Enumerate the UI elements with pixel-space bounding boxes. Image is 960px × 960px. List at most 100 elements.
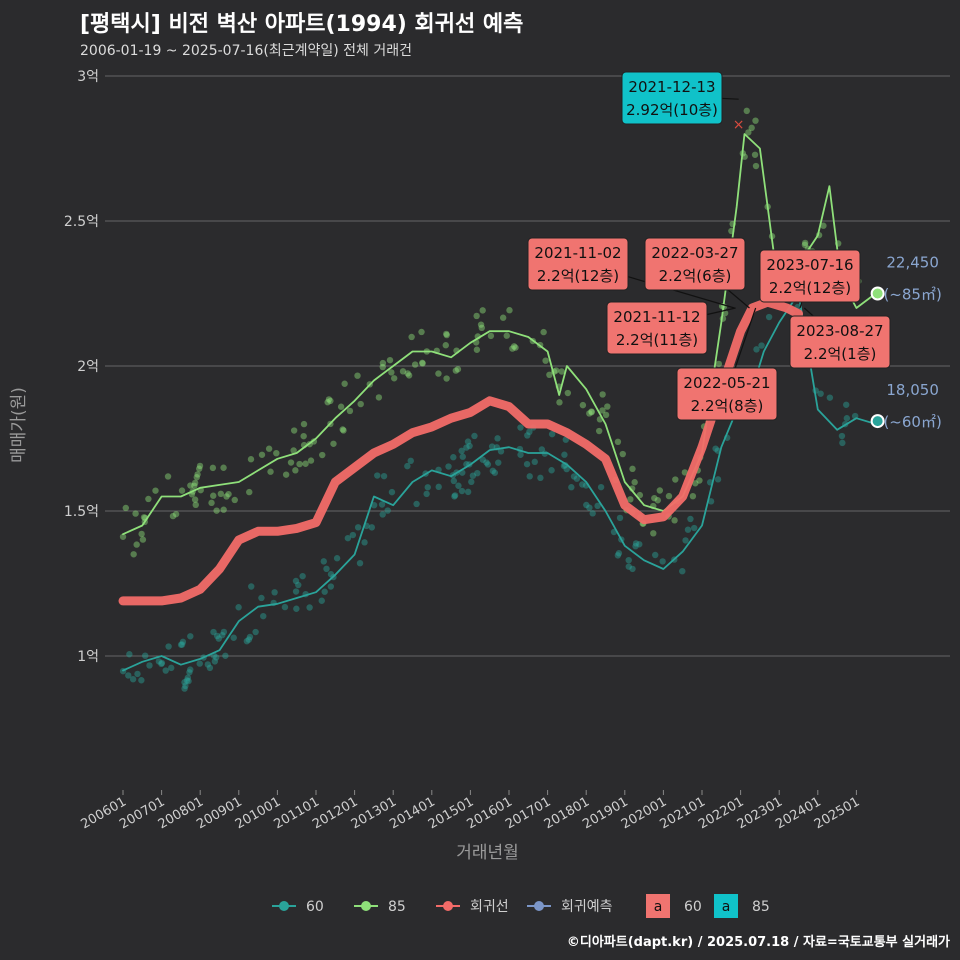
scatter-point — [217, 490, 225, 498]
scatter-point — [225, 490, 232, 498]
scatter-point — [765, 313, 773, 321]
scatter-point — [290, 427, 298, 434]
scatter-point — [208, 499, 215, 507]
scatter-point — [568, 484, 575, 491]
scatter-point — [370, 501, 378, 509]
scatter-point — [258, 594, 265, 602]
scatter-point — [599, 391, 606, 398]
scatter-point — [458, 487, 466, 495]
scatter-point — [374, 472, 381, 479]
label-box — [606, 301, 708, 355]
scatter-point — [184, 674, 192, 681]
scatter-point — [404, 462, 411, 470]
scatter-point — [650, 530, 657, 537]
legend-label-box-label_top — [714, 894, 738, 918]
scatter-point — [211, 658, 219, 665]
scatter-point — [627, 496, 634, 503]
scatter-point — [526, 428, 533, 436]
scatter-point — [246, 488, 253, 496]
label-box — [676, 367, 778, 421]
scatter-point — [636, 491, 644, 499]
scatter-point — [130, 551, 137, 558]
scatter-point — [817, 390, 824, 397]
scatter-point — [752, 117, 759, 124]
scatter-point — [602, 411, 610, 419]
scatter-point — [451, 492, 459, 499]
end-point-s85 — [870, 286, 885, 301]
scatter-point — [509, 345, 516, 352]
scatter-point — [801, 239, 809, 247]
scatter-point — [466, 442, 473, 450]
legend-marker-reg — [443, 901, 453, 911]
label-date: 2021-12-13 — [628, 78, 715, 96]
label-value: 2.2억(1층) — [804, 345, 877, 363]
end-point-s60 — [870, 414, 885, 429]
scatter-point — [651, 494, 658, 502]
scatter-point — [327, 397, 334, 405]
scatter-point — [715, 360, 723, 368]
scatter-point — [379, 363, 386, 371]
scatter-point — [540, 328, 547, 336]
legend-glyph: a — [722, 899, 731, 915]
scatter-point — [142, 652, 149, 659]
scatter-point — [162, 667, 169, 674]
scatter-point — [654, 497, 662, 504]
scatter-point — [510, 343, 518, 350]
scatter-point — [386, 356, 394, 364]
scatter-point — [194, 471, 201, 478]
scatter-point — [192, 501, 199, 509]
scatter-point — [479, 307, 486, 314]
scatter-point — [523, 460, 531, 468]
end-label-unit: (~60㎡) — [883, 413, 941, 431]
label-box — [759, 249, 861, 303]
scatter-point — [451, 493, 458, 500]
scatter-point — [215, 635, 222, 642]
scatter-point — [375, 394, 383, 401]
scatter-point — [843, 401, 850, 408]
scatter-point — [487, 332, 495, 340]
end-label-value: 18,050 — [886, 381, 939, 399]
footer-credit: ©디아파트(dapt.kr) / 2025.07.18 / 자료=국토교통부 실… — [566, 935, 950, 950]
scatter-point — [604, 403, 611, 410]
scatter-point — [187, 482, 194, 489]
scatter-point — [126, 651, 133, 658]
scatter-point — [625, 556, 632, 564]
scatter-point — [295, 581, 302, 589]
scatter-point — [243, 637, 251, 645]
scatter-point — [407, 457, 414, 465]
scatter-point — [177, 641, 185, 648]
scatter-point — [213, 507, 220, 514]
scatter-point — [169, 512, 177, 520]
label-date: 2021-11-12 — [613, 308, 700, 326]
scatter-point — [838, 432, 846, 440]
scatter-point — [210, 628, 217, 636]
scatter-point — [477, 321, 485, 328]
scatter-point — [296, 460, 303, 468]
scatter-point — [595, 427, 603, 435]
scatter-point — [463, 444, 470, 451]
scatter-point — [459, 453, 466, 460]
scatter-point — [450, 454, 457, 461]
y-tick-label: 1.5억 — [64, 504, 99, 520]
scatter-point — [172, 510, 180, 518]
scatter-point — [267, 468, 274, 475]
scatter-point — [423, 490, 430, 498]
scatter-point — [122, 504, 130, 512]
scatter-point — [588, 408, 595, 415]
end-label-unit: (~85㎡) — [883, 286, 941, 304]
scatter-point — [474, 469, 481, 477]
scatter-point — [222, 652, 229, 659]
scatter-point — [140, 514, 148, 521]
scatter-point — [292, 577, 300, 585]
scatter-point — [471, 432, 478, 440]
label-date: 2022-03-27 — [651, 244, 738, 262]
legend-label-s85: 85 — [388, 899, 406, 915]
scatter-point — [579, 481, 586, 488]
scatter-point — [333, 555, 341, 562]
legend-marker-pred — [534, 901, 544, 911]
scatter-point — [292, 588, 300, 595]
scatter-point — [307, 457, 315, 464]
scatter-point — [631, 479, 638, 486]
scatter-point — [443, 331, 450, 339]
scatter-point — [419, 359, 426, 366]
